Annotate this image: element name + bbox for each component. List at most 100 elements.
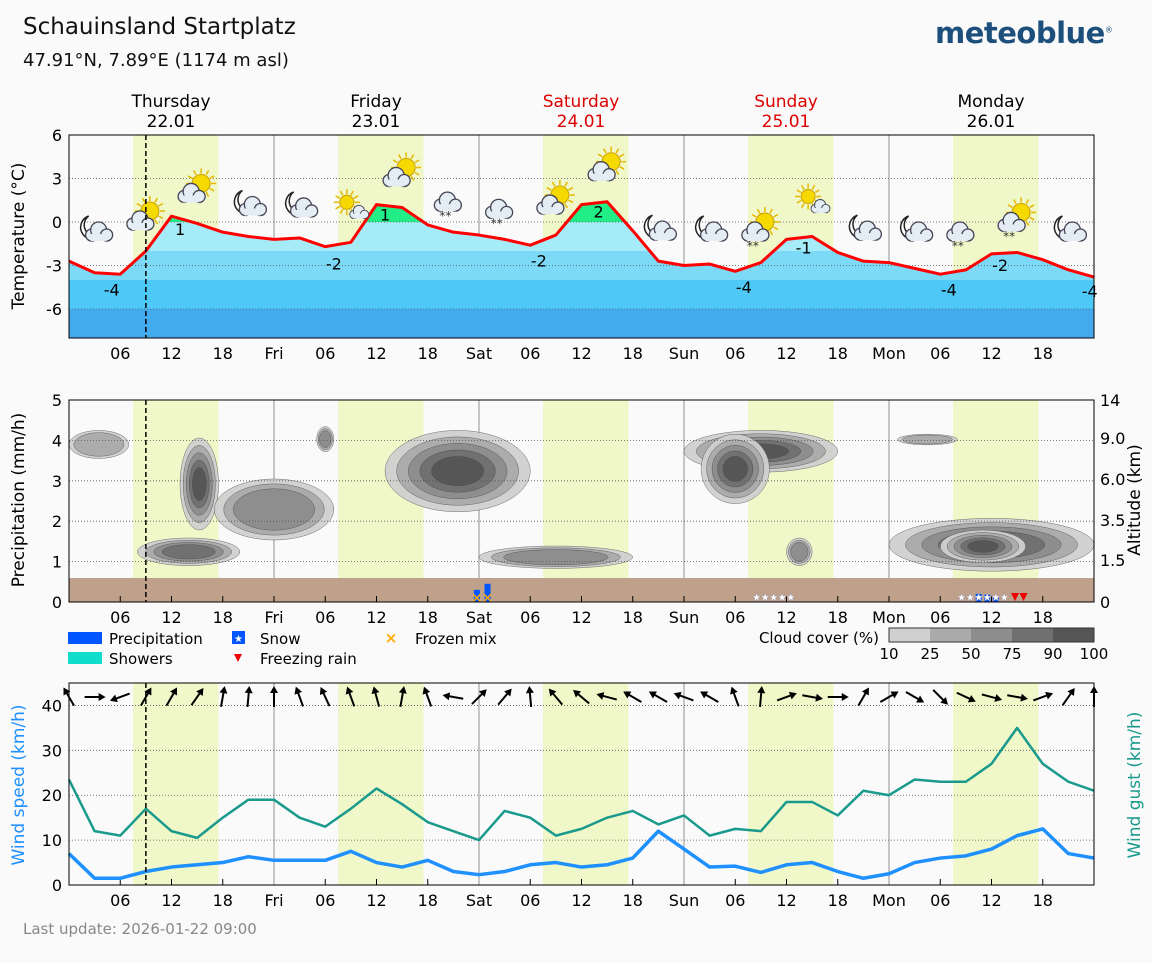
y-tick-label: 20 (42, 786, 62, 805)
cloud-legend-frame (888, 627, 1095, 643)
cloud-base (593, 173, 610, 181)
cloud-base (654, 233, 671, 241)
arrow-head (573, 689, 582, 698)
x-tick-label: 06 (725, 608, 745, 627)
snow-flakes: ** (952, 239, 964, 253)
legend-label: Snow (260, 630, 300, 648)
sun-ray (205, 170, 210, 176)
cloud-base (183, 195, 200, 203)
snow-marker: ★ (777, 591, 787, 604)
cloud-shape (741, 221, 770, 242)
daylight-band (133, 683, 219, 885)
temp-label: -2 (992, 256, 1008, 275)
sun-ray (769, 230, 774, 236)
sun-ray (619, 166, 625, 170)
cloud-base (705, 234, 722, 241)
cloud-patch (722, 456, 748, 482)
x-tick-label: Sun (669, 608, 699, 627)
wind-arrow-icon (573, 689, 590, 705)
sun-cloud-icon (382, 152, 422, 188)
x-tick-label: 12 (776, 608, 796, 627)
wind-arrow-icon (63, 687, 75, 707)
arrow-head (1045, 691, 1054, 700)
cloud-patch (192, 467, 207, 501)
cloud-patch (967, 540, 999, 553)
sun-small-cloud-icon (795, 183, 831, 214)
cloud-shape (382, 166, 411, 188)
x-tick-label: 18 (623, 344, 643, 363)
sun-ray (192, 170, 197, 176)
x-tick-label: 12 (366, 344, 386, 363)
y2-tick-label: 3.5 (1100, 511, 1125, 530)
sun-ray (546, 186, 552, 191)
sun-ray (154, 197, 159, 203)
sun-ray (602, 148, 607, 154)
sun-ray (141, 197, 146, 203)
cloud-base (541, 207, 558, 215)
cloud-legend-tick: 25 (920, 645, 939, 663)
wind-arrow-icon (548, 688, 564, 706)
cloud-shape (810, 199, 831, 214)
x-tick-label: Mon (872, 891, 906, 910)
y-tick-label: 4 (52, 431, 62, 450)
temp-band (69, 280, 1094, 309)
sun-ray (615, 169, 620, 176)
x-tick-label: 06 (930, 608, 950, 627)
wind-arrow-icon (827, 693, 849, 701)
x-tick-label: 18 (213, 891, 233, 910)
daylight-band (953, 400, 1039, 602)
wind-arrow-icon (140, 687, 152, 707)
x-tick-label: 12 (981, 344, 1001, 363)
cloud-legend-tick: 90 (1043, 645, 1062, 663)
cloud-shape (853, 220, 883, 241)
x-tick-label: 18 (418, 344, 438, 363)
wind-arrow-icon (623, 691, 642, 703)
wind-arrow-icon (596, 692, 618, 701)
x-tick-label: 06 (725, 891, 745, 910)
snow-marker: ★ (957, 591, 967, 604)
snow-flakes: ** (747, 239, 759, 253)
sun-ray (1007, 204, 1013, 209)
cloud-base (244, 208, 261, 216)
wind-arrow-icon (802, 693, 823, 702)
x-tick-label: Sat (466, 344, 492, 363)
arrow-head (994, 694, 1003, 702)
arrow-head (1067, 687, 1075, 697)
cloud-shape (433, 191, 463, 212)
meteoblue-logo[interactable]: meteoblue® (935, 16, 1113, 50)
cloud-base (1003, 224, 1020, 232)
cloud-shape (84, 221, 114, 242)
location-title: Schauinsland Startplatz (23, 14, 296, 40)
frozen-mix-marker: × (482, 591, 493, 606)
wind-arrow-icon (422, 686, 433, 707)
freezing-rain-marker (1019, 593, 1028, 601)
cloud-legend-tick: 75 (1002, 645, 1021, 663)
temp-label: -1 (796, 239, 812, 258)
y-axis-label: Precipitation (mm/h) (9, 413, 29, 588)
cloud-shape (536, 194, 565, 215)
x-tick-label: 12 (981, 891, 1001, 910)
temp-label: 1 (175, 220, 185, 239)
sun-ray (158, 215, 164, 220)
x-tick-label: 06 (110, 608, 130, 627)
cloud-legend-tick: 10 (879, 645, 898, 663)
cloud-base (951, 234, 968, 241)
sun-ray (136, 202, 142, 207)
snow-marker: ★ (965, 591, 975, 604)
x-tick-label: 12 (571, 344, 591, 363)
y-tick-label: 40 (42, 696, 62, 715)
arrow-head (623, 691, 632, 699)
sun-ray (209, 175, 215, 180)
legend-label: Precipitation (109, 630, 203, 648)
cloud-legend-swatch (930, 628, 971, 642)
sun-ray (619, 153, 625, 158)
precipitation-bar (484, 583, 491, 602)
sun-disc (339, 194, 355, 210)
x-tick-label: 06 (520, 344, 540, 363)
sun-ray (397, 154, 402, 160)
x-tick-label: Mon (872, 344, 906, 363)
sun-cloud-snow-icon: ** (741, 207, 780, 253)
sun-ray (568, 199, 574, 204)
